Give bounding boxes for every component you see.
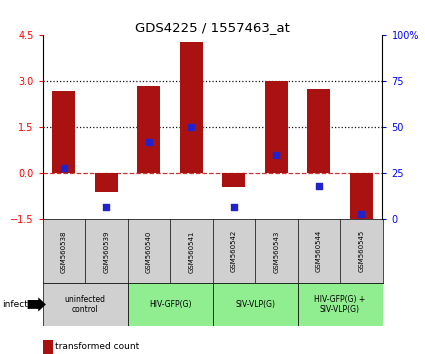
Point	[315, 183, 322, 189]
Text: HIV-GFP(G): HIV-GFP(G)	[149, 300, 191, 309]
Bar	[264, 81, 288, 173]
Bar	[94, 173, 118, 192]
Text: GSM560542: GSM560542	[231, 230, 237, 273]
Text: uninfected
control: uninfected control	[65, 295, 105, 314]
Bar	[52, 91, 76, 173]
Point	[188, 125, 195, 130]
Bar	[307, 89, 330, 173]
Bar	[212, 283, 298, 326]
Text: SIV-VLP(G): SIV-VLP(G)	[235, 300, 275, 309]
Point	[358, 211, 365, 217]
Text: GSM560541: GSM560541	[188, 230, 194, 273]
Title: GDS4225 / 1557463_at: GDS4225 / 1557463_at	[135, 21, 290, 34]
Bar	[137, 86, 160, 173]
Text: GSM560543: GSM560543	[273, 230, 279, 273]
Text: transformed count: transformed count	[55, 342, 139, 352]
Text: GSM560545: GSM560545	[358, 230, 364, 273]
Bar	[128, 283, 212, 326]
Point	[230, 204, 237, 210]
Bar	[298, 283, 382, 326]
Text: GSM560538: GSM560538	[61, 230, 67, 273]
Point	[273, 152, 280, 158]
Point	[145, 139, 152, 145]
Text: infection: infection	[2, 300, 42, 309]
Text: GSM560540: GSM560540	[146, 230, 152, 273]
Bar	[42, 283, 128, 326]
Text: GSM560544: GSM560544	[316, 230, 322, 273]
Bar	[222, 173, 245, 187]
Text: GSM560539: GSM560539	[103, 230, 109, 273]
Point	[60, 165, 67, 171]
Bar	[349, 173, 373, 223]
Point	[103, 204, 110, 210]
Text: HIV-GFP(G) +
SIV-VLP(G): HIV-GFP(G) + SIV-VLP(G)	[314, 295, 366, 314]
Bar	[179, 41, 203, 173]
